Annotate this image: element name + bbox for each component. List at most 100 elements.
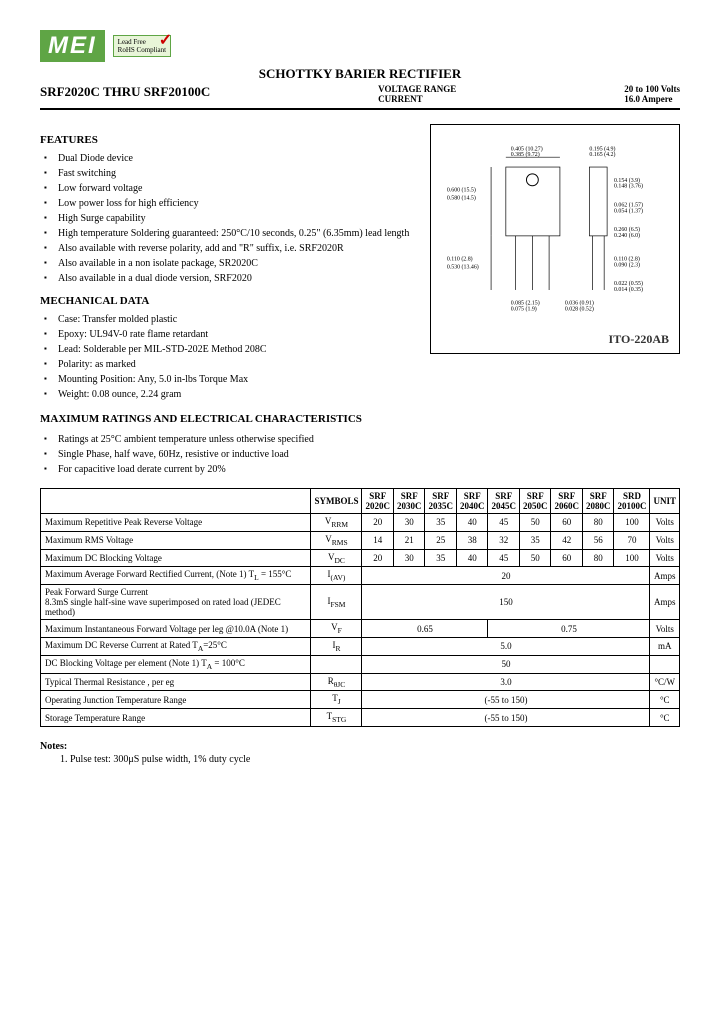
badge-line2: RoHS Compliant xyxy=(118,46,166,54)
table-unit: Volts xyxy=(650,531,680,549)
svg-text:0.075 (1.9): 0.075 (1.9) xyxy=(511,306,537,313)
list-item: Fast switching xyxy=(44,167,410,180)
list-item: Mounting Position: Any, 5.0 in-lbs Torqu… xyxy=(44,373,410,386)
logo-row: MEI Lead Free RoHS Compliant xyxy=(40,30,680,62)
table-row-label: Maximum Average Forward Rectified Curren… xyxy=(41,567,311,585)
list-item: Single Phase, half wave, 60Hz, resistive… xyxy=(44,448,680,461)
table-cell-span: 50 xyxy=(362,655,650,673)
left-column: FEATURES Dual Diode device Fast switching… xyxy=(40,124,410,403)
table-cell-span: 150 xyxy=(362,585,650,620)
table-symbol: VRMS xyxy=(311,531,362,549)
table-cell: 70 xyxy=(614,531,650,549)
table-unit: °C xyxy=(650,709,680,727)
table-header: SRF2020C xyxy=(362,489,394,514)
svg-text:0.148 (3.76): 0.148 (3.76) xyxy=(614,183,643,190)
table-row-label: Maximum Repetitive Peak Reverse Voltage xyxy=(41,514,311,532)
ratings-head: MAXIMUM RATINGS AND ELECTRICAL CHARACTER… xyxy=(40,413,680,425)
table-header: SRF2050C xyxy=(519,489,551,514)
svg-text:0.240 (6.0): 0.240 (6.0) xyxy=(614,232,640,239)
table-symbol: I(AV) xyxy=(311,567,362,585)
table-cell: 40 xyxy=(456,549,488,567)
list-item: High temperature Soldering guaranteed: 2… xyxy=(44,227,410,240)
logo-mei: MEI xyxy=(40,30,105,62)
table-cell: 100 xyxy=(614,514,650,532)
list-item: Also available in a non isolate package,… xyxy=(44,257,410,270)
list-item: Also available in a dual diode version, … xyxy=(44,272,410,285)
svg-text:0.054 (1.37): 0.054 (1.37) xyxy=(614,207,643,214)
list-item: Epoxy: UL94V-0 rate flame retardant xyxy=(44,328,410,341)
table-row-label: Operating Junction Temperature Range xyxy=(41,691,311,709)
table-row-label: Typical Thermal Resistance , per eg xyxy=(41,673,311,691)
table-cell: 35 xyxy=(425,549,457,567)
svg-text:0.580 (14.5): 0.580 (14.5) xyxy=(447,194,476,201)
table-cell: 100 xyxy=(614,549,650,567)
table-cell-span: (-55 to 150) xyxy=(362,691,650,709)
package-svg: 0.405 (10.27) 0.385 (9.72) 0.600 (15.5) … xyxy=(437,131,673,326)
model-right: 20 to 100 Volts 16.0 Ampere xyxy=(624,84,680,104)
ratings-table: SYMBOLSSRF2020CSRF2030CSRF2035CSRF2040CS… xyxy=(40,488,680,727)
table-header: SRF2060C xyxy=(551,489,583,514)
table-row-label: Maximum DC Reverse Current at Rated TA=2… xyxy=(41,637,311,655)
right-column: 0.405 (10.27) 0.385 (9.72) 0.600 (15.5) … xyxy=(430,124,680,403)
table-cell: 40 xyxy=(456,514,488,532)
table-unit: Amps xyxy=(650,585,680,620)
svg-text:0.385 (9.72): 0.385 (9.72) xyxy=(511,151,540,158)
table-header: UNIT xyxy=(650,489,680,514)
table-cell-span: 5.0 xyxy=(362,637,650,655)
table-cell: 80 xyxy=(582,514,614,532)
table-cell: 35 xyxy=(425,514,457,532)
content-row: FEATURES Dual Diode device Fast switching… xyxy=(40,124,680,403)
table-cell: 60 xyxy=(551,514,583,532)
table-symbol: VF xyxy=(311,620,362,638)
table-cell: 25 xyxy=(425,531,457,549)
table-row-label: Maximum Instantaneous Forward Voltage pe… xyxy=(41,620,311,638)
table-cell: 20 xyxy=(362,514,394,532)
table-symbol: IFSM xyxy=(311,585,362,620)
table-header: SRF2080C xyxy=(582,489,614,514)
table-row-label: Storage Temperature Range xyxy=(41,709,311,727)
svg-text:0.028 (0.52): 0.028 (0.52) xyxy=(565,306,594,313)
table-cell: 21 xyxy=(393,531,425,549)
table-symbol: TSTG xyxy=(311,709,362,727)
table-unit: Amps xyxy=(650,567,680,585)
table-header: SYMBOLS xyxy=(311,489,362,514)
notes-list: Pulse test: 300μS pulse width, 1% duty c… xyxy=(40,754,680,765)
table-cell: 35 xyxy=(519,531,551,549)
svg-text:0.600 (15.5): 0.600 (15.5) xyxy=(447,187,476,194)
list-item: Also available with reverse polarity, ad… xyxy=(44,242,410,255)
features-head: FEATURES xyxy=(40,134,410,146)
table-cell: 60 xyxy=(551,549,583,567)
table-unit: °C/W xyxy=(650,673,680,691)
ratings-intro: Ratings at 25°C ambient temperature unle… xyxy=(40,433,680,476)
package-label: ITO-220AB xyxy=(609,332,669,347)
doc-title: SCHOTTKY BARIER RECTIFIER xyxy=(40,66,680,82)
table-row-label: Maximum RMS Voltage xyxy=(41,531,311,549)
list-item: Case: Transfer molded plastic xyxy=(44,313,410,326)
table-header: SRD20100C xyxy=(614,489,650,514)
package-diagram: 0.405 (10.27) 0.385 (9.72) 0.600 (15.5) … xyxy=(430,124,680,354)
table-cell: 45 xyxy=(488,549,520,567)
list-item: Dual Diode device xyxy=(44,152,410,165)
table-symbol: TJ xyxy=(311,691,362,709)
svg-text:0.090 (2.3): 0.090 (2.3) xyxy=(614,261,640,268)
table-row-label: Maximum DC Blocking Voltage xyxy=(41,549,311,567)
table-symbol: IR xyxy=(311,637,362,655)
list-item: Low forward voltage xyxy=(44,182,410,195)
table-cell: 30 xyxy=(393,549,425,567)
list-item: For capacitive load derate current by 20… xyxy=(44,463,680,476)
list-item: High Surge capability xyxy=(44,212,410,225)
table-cell: 0.75 xyxy=(488,620,650,638)
mech-list: Case: Transfer molded plastic Epoxy: UL94… xyxy=(40,313,410,401)
features-list: Dual Diode device Fast switching Low forwa… xyxy=(40,152,410,285)
table-unit: °C xyxy=(650,691,680,709)
list-item: Low power loss for high efficiency xyxy=(44,197,410,210)
table-cell: 50 xyxy=(519,549,551,567)
table-symbol: VDC xyxy=(311,549,362,567)
table-cell: 56 xyxy=(582,531,614,549)
table-header: SRF2030C xyxy=(393,489,425,514)
table-cell: 30 xyxy=(393,514,425,532)
table-cell-span: 20 xyxy=(362,567,650,585)
table-unit: mA xyxy=(650,637,680,655)
list-item: Lead: Solderable per MIL-STD-202E Method… xyxy=(44,343,410,356)
table-cell: 0.65 xyxy=(362,620,488,638)
